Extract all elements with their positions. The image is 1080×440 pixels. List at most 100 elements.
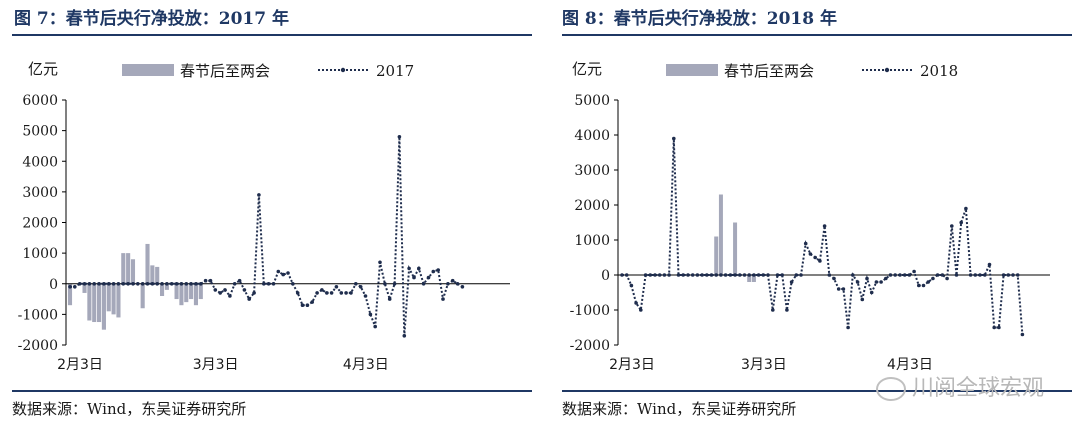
bar xyxy=(82,283,87,293)
line-point xyxy=(116,282,121,286)
line-point xyxy=(387,297,392,301)
line-point xyxy=(334,285,339,289)
line-point xyxy=(639,308,643,312)
line-point xyxy=(455,282,460,286)
line-point xyxy=(378,260,382,265)
line-point xyxy=(73,285,77,289)
legend-bar-swatch xyxy=(122,64,174,76)
bar xyxy=(184,283,189,303)
line-point xyxy=(262,282,266,286)
line-point xyxy=(813,255,817,260)
bar xyxy=(101,283,106,330)
line-point xyxy=(1011,273,1015,277)
line-point xyxy=(232,282,237,286)
line-point xyxy=(242,288,247,292)
title-rule xyxy=(562,34,1072,36)
line-point xyxy=(102,282,106,286)
line-point xyxy=(822,224,827,228)
line-point xyxy=(775,273,780,277)
line-point xyxy=(907,273,912,277)
line-point xyxy=(841,287,846,291)
x-tick-label: 2月3日 xyxy=(57,357,103,373)
line-point xyxy=(818,259,822,263)
line-point xyxy=(363,294,368,298)
line-point xyxy=(208,278,213,283)
line-point xyxy=(653,273,657,277)
line-point xyxy=(869,290,874,295)
line-point xyxy=(203,278,208,283)
line-point xyxy=(295,291,300,295)
line-point xyxy=(714,273,718,277)
line-point xyxy=(719,273,723,277)
line-point xyxy=(320,288,324,292)
line-point xyxy=(973,273,978,277)
line-point xyxy=(827,273,832,277)
line-point xyxy=(97,282,101,286)
line-point xyxy=(771,308,775,312)
x-tick-label: 2月3日 xyxy=(609,357,655,373)
line-point xyxy=(305,303,310,308)
line-point xyxy=(855,280,860,284)
y-tick-label: 5000 xyxy=(574,93,610,109)
line-point xyxy=(286,271,290,275)
bar xyxy=(174,283,179,300)
line-point xyxy=(189,282,193,286)
line-point xyxy=(397,135,402,139)
line-point xyxy=(992,325,996,330)
y-tick-label: 1000 xyxy=(22,246,58,262)
line-point xyxy=(709,273,714,277)
line-point xyxy=(107,282,111,286)
line-point xyxy=(648,273,653,277)
y-tick-label: 3000 xyxy=(22,185,58,201)
line-point xyxy=(1001,273,1006,277)
bar xyxy=(121,253,126,284)
line-point xyxy=(888,273,893,277)
y-tick-label: -1000 xyxy=(570,303,610,319)
line-point xyxy=(686,273,690,277)
line-point xyxy=(700,273,704,277)
line-point xyxy=(228,294,232,298)
line-point xyxy=(310,300,315,304)
bar xyxy=(140,283,145,309)
line-point xyxy=(373,324,378,329)
line-point xyxy=(912,269,916,274)
line-point xyxy=(954,273,959,277)
line-point xyxy=(165,282,169,286)
line-point xyxy=(884,276,888,281)
bar xyxy=(164,283,169,290)
line-point xyxy=(643,273,648,277)
line-point xyxy=(1015,273,1020,277)
legend-line-label: 2018 xyxy=(920,62,958,80)
line-point xyxy=(431,269,436,274)
bar xyxy=(150,265,155,284)
line-point xyxy=(140,282,145,286)
line-point xyxy=(368,312,373,317)
line-point xyxy=(752,273,756,277)
line-point xyxy=(789,280,794,284)
line-point xyxy=(199,282,203,286)
line-point xyxy=(964,206,968,211)
line-point xyxy=(860,297,865,302)
series-line-2018 xyxy=(622,138,1024,335)
y-tick-label: -2000 xyxy=(18,338,58,354)
source-note: 数据来源：Wind，东吴证券研究所 xyxy=(12,400,247,418)
source-rule xyxy=(12,390,532,392)
line-point xyxy=(247,297,251,301)
line-point xyxy=(968,273,973,277)
legend-line-marker xyxy=(340,67,346,73)
x-tick-label: 4月3日 xyxy=(343,357,389,373)
line-point xyxy=(325,291,329,295)
bar xyxy=(126,253,131,284)
line-point xyxy=(747,273,751,277)
y-tick-label: -1000 xyxy=(18,307,58,323)
line-point xyxy=(705,273,709,277)
line-point xyxy=(402,334,407,338)
line-point xyxy=(213,288,218,292)
line-point xyxy=(629,283,634,288)
line-point xyxy=(329,291,334,295)
line-point xyxy=(252,291,256,295)
bar xyxy=(714,236,719,275)
wechat-icon xyxy=(875,377,906,401)
line-point xyxy=(68,285,72,289)
line-point xyxy=(879,280,883,284)
